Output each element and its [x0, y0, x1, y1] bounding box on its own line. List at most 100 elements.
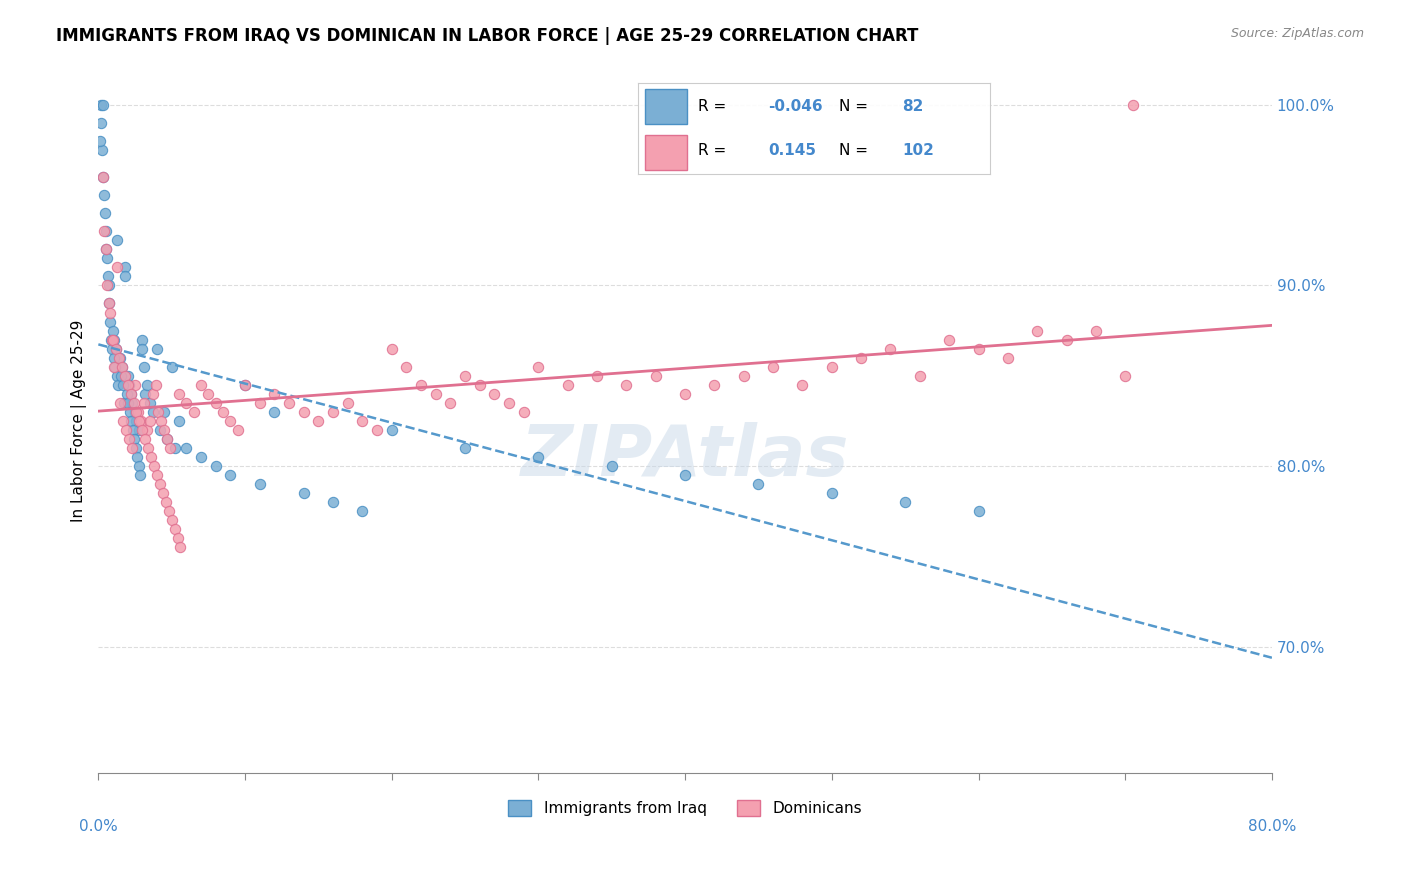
Point	[557, 377, 579, 392]
Point	[91, 143, 114, 157]
Point	[219, 468, 242, 483]
Point	[156, 432, 179, 446]
Point	[136, 441, 159, 455]
Point	[98, 305, 121, 319]
Point	[97, 296, 120, 310]
Point	[1056, 333, 1078, 347]
Point	[91, 97, 114, 112]
Point	[468, 377, 491, 392]
Point	[132, 359, 155, 374]
Text: IMMIGRANTS FROM IRAQ VS DOMINICAN IN LABOR FORCE | AGE 25-29 CORRELATION CHART: IMMIGRANTS FROM IRAQ VS DOMINICAN IN LAB…	[56, 27, 918, 45]
Point	[111, 359, 134, 374]
Point	[146, 342, 169, 356]
Point	[100, 333, 122, 347]
Point	[97, 278, 120, 293]
Point	[143, 459, 166, 474]
Text: 80.0%: 80.0%	[1247, 819, 1296, 833]
Point	[381, 342, 404, 356]
Point	[103, 359, 125, 374]
Point	[439, 396, 461, 410]
Point	[121, 396, 143, 410]
Point	[94, 224, 117, 238]
Point	[821, 359, 844, 374]
Point	[111, 359, 134, 374]
Point	[93, 188, 115, 202]
Point	[93, 224, 115, 238]
Point	[249, 396, 271, 410]
Point	[125, 414, 148, 428]
Point	[118, 405, 141, 419]
Point	[101, 333, 124, 347]
Point	[107, 377, 129, 392]
Point	[163, 441, 186, 455]
Point	[134, 432, 156, 446]
Point	[454, 441, 477, 455]
Point	[117, 368, 139, 383]
Point	[146, 468, 169, 483]
Point	[166, 532, 188, 546]
Point	[131, 342, 153, 356]
Point	[149, 423, 172, 437]
Point	[169, 541, 191, 555]
Point	[101, 324, 124, 338]
Point	[586, 368, 609, 383]
Point	[135, 377, 157, 392]
Point	[527, 359, 550, 374]
Point	[104, 359, 127, 374]
Point	[307, 414, 329, 428]
Point	[129, 468, 152, 483]
Point	[100, 333, 122, 347]
Point	[616, 377, 638, 392]
Point	[128, 414, 150, 428]
Point	[118, 377, 141, 392]
Point	[938, 333, 960, 347]
Point	[120, 414, 142, 428]
Point	[90, 116, 112, 130]
Point	[101, 342, 124, 356]
Point	[292, 405, 315, 419]
Point	[1026, 324, 1049, 338]
Point	[112, 414, 135, 428]
Point	[204, 459, 226, 474]
Point	[197, 387, 219, 401]
Point	[160, 513, 183, 527]
Point	[498, 396, 520, 410]
Point	[167, 414, 190, 428]
Point	[703, 377, 725, 392]
Point	[409, 377, 432, 392]
Point	[263, 387, 285, 401]
Point	[124, 432, 146, 446]
Point	[148, 405, 170, 419]
Point	[908, 368, 931, 383]
Point	[118, 432, 141, 446]
Point	[219, 414, 242, 428]
Point	[135, 423, 157, 437]
Point	[111, 377, 134, 392]
Point	[104, 342, 127, 356]
Point	[121, 441, 143, 455]
Point	[142, 387, 165, 401]
Point	[145, 377, 167, 392]
Point	[849, 351, 872, 365]
Point	[103, 333, 125, 347]
Point	[127, 405, 149, 419]
Point	[125, 441, 148, 455]
Point	[98, 314, 121, 328]
Point	[138, 396, 160, 410]
Point	[1084, 324, 1107, 338]
Point	[212, 405, 235, 419]
Point	[149, 477, 172, 491]
Point	[115, 423, 138, 437]
Point	[131, 423, 153, 437]
Point	[121, 423, 143, 437]
Point	[322, 495, 344, 509]
Point	[204, 396, 226, 410]
Point	[322, 405, 344, 419]
Point	[122, 396, 145, 410]
Legend: Immigrants from Iraq, Dominicans: Immigrants from Iraq, Dominicans	[502, 794, 868, 822]
Point	[128, 459, 150, 474]
Point	[142, 405, 165, 419]
Point	[233, 377, 256, 392]
Point	[600, 459, 623, 474]
Point	[114, 269, 136, 284]
